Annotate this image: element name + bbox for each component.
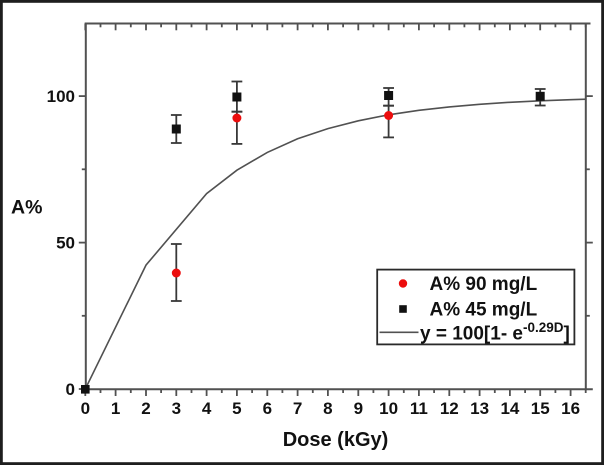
svg-text:1: 1 xyxy=(111,399,120,418)
svg-text:A% 45 mg/L: A% 45 mg/L xyxy=(430,300,538,321)
svg-text:6: 6 xyxy=(263,399,272,418)
svg-text:5: 5 xyxy=(232,399,241,418)
svg-text:0: 0 xyxy=(66,380,75,399)
svg-text:y = 100[1- e-0.29D]: y = 100[1- e-0.29D] xyxy=(420,320,570,345)
svg-text:7: 7 xyxy=(293,399,302,418)
svg-text:12: 12 xyxy=(440,399,459,418)
svg-text:15: 15 xyxy=(531,399,550,418)
svg-text:9: 9 xyxy=(354,399,363,418)
svg-text:11: 11 xyxy=(410,399,428,418)
svg-text:50: 50 xyxy=(56,234,75,253)
svg-text:A% 90 mg/L: A% 90 mg/L xyxy=(430,274,538,295)
svg-text:Dose (kGy): Dose (kGy) xyxy=(283,429,389,451)
svg-text:16: 16 xyxy=(561,399,580,418)
svg-text:3: 3 xyxy=(172,399,181,418)
svg-text:0: 0 xyxy=(81,399,90,418)
svg-text:14: 14 xyxy=(500,399,519,418)
svg-text:10: 10 xyxy=(379,399,398,418)
svg-text:8: 8 xyxy=(323,399,332,418)
svg-text:4: 4 xyxy=(202,399,212,418)
svg-text:13: 13 xyxy=(470,399,489,418)
svg-text:2: 2 xyxy=(141,399,150,418)
svg-text:A%: A% xyxy=(11,197,42,219)
svg-text:100: 100 xyxy=(47,87,75,106)
